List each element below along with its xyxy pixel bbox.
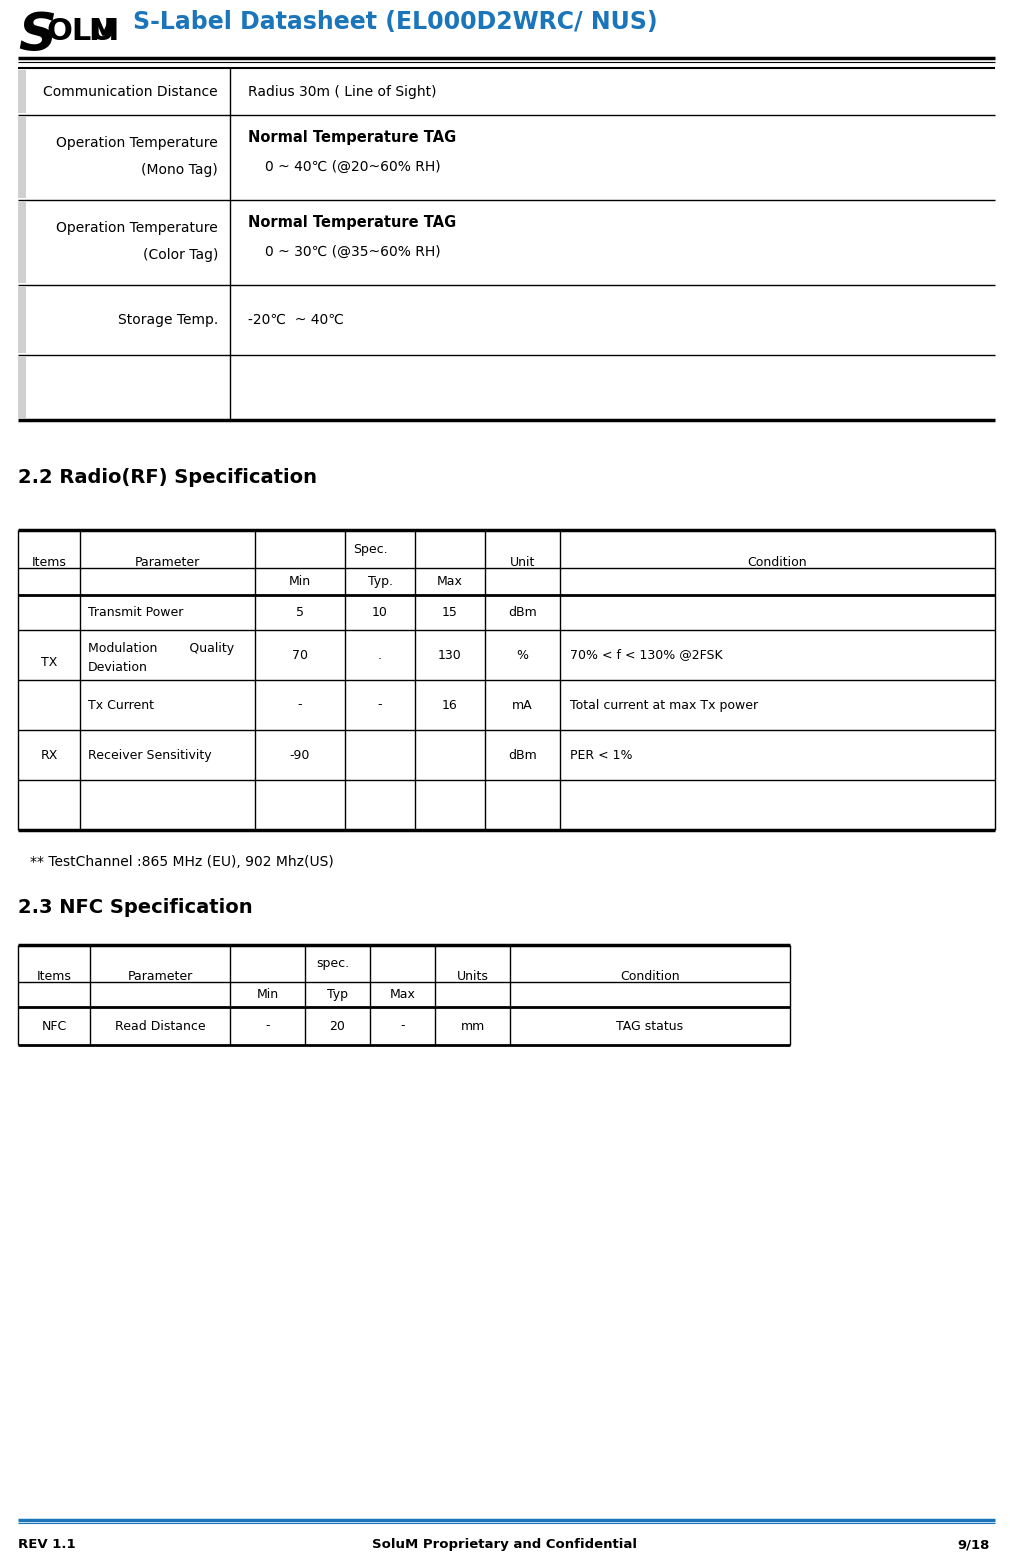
Text: PER < 1%: PER < 1% — [570, 748, 632, 762]
Bar — [18, 117, 26, 198]
Text: 5: 5 — [296, 606, 304, 619]
Text: Typ: Typ — [327, 988, 348, 1000]
Text: 9/18: 9/18 — [957, 1538, 990, 1552]
Text: ** TestChannel :865 MHz (EU), 902 Mhz(US): ** TestChannel :865 MHz (EU), 902 Mhz(US… — [30, 855, 333, 869]
Text: Read Distance: Read Distance — [115, 1019, 205, 1033]
Text: Items: Items — [31, 556, 67, 569]
Text: Storage Temp.: Storage Temp. — [118, 313, 218, 327]
Text: 70% < f < 130% @2FSK: 70% < f < 130% @2FSK — [570, 648, 722, 662]
Bar — [18, 203, 26, 284]
Text: TAG status: TAG status — [616, 1019, 684, 1033]
Text: SoluM Proprietary and Confidential: SoluM Proprietary and Confidential — [372, 1538, 636, 1552]
Text: spec.: spec. — [316, 957, 349, 971]
Text: Max: Max — [437, 575, 463, 587]
Text: %: % — [516, 648, 528, 662]
Text: Condition: Condition — [747, 556, 807, 569]
Text: 130: 130 — [438, 648, 462, 662]
Bar — [18, 357, 26, 418]
Text: 15: 15 — [442, 606, 458, 619]
Text: Operation Temperature: Operation Temperature — [57, 221, 218, 235]
Text: Transmit Power: Transmit Power — [88, 606, 184, 619]
Text: REV 1.1: REV 1.1 — [18, 1538, 76, 1552]
Text: TX: TX — [40, 656, 58, 668]
Text: 10: 10 — [372, 606, 388, 619]
Text: Deviation: Deviation — [88, 661, 147, 673]
Text: 2.2 Radio(RF) Specification: 2.2 Radio(RF) Specification — [18, 467, 317, 488]
Text: Unit: Unit — [510, 556, 535, 569]
Text: -: - — [298, 698, 302, 712]
Text: Condition: Condition — [620, 969, 680, 983]
Text: Parameter: Parameter — [127, 969, 193, 983]
Text: dBm: dBm — [508, 606, 537, 619]
Text: Operation Temperature: Operation Temperature — [57, 136, 218, 150]
Text: Radius 30m ( Line of Sight): Radius 30m ( Line of Sight) — [248, 84, 436, 98]
Text: Normal Temperature TAG: Normal Temperature TAG — [248, 129, 457, 145]
Text: -90: -90 — [290, 748, 310, 762]
Bar — [18, 70, 26, 114]
Text: 16: 16 — [442, 698, 458, 712]
Text: OLU: OLU — [46, 17, 115, 47]
Text: Max: Max — [390, 988, 415, 1000]
Text: RX: RX — [40, 748, 58, 762]
Text: mA: mA — [512, 698, 533, 712]
Text: (Mono Tag): (Mono Tag) — [141, 164, 218, 178]
Text: -: - — [378, 698, 382, 712]
Text: -20℃  ~ 40℃: -20℃ ~ 40℃ — [248, 313, 343, 327]
Bar — [19, 679, 79, 681]
Text: 70: 70 — [292, 648, 308, 662]
Text: 0 ~ 40℃ (@20~60% RH): 0 ~ 40℃ (@20~60% RH) — [265, 160, 440, 174]
Text: -: - — [266, 1019, 270, 1033]
Text: Typ.: Typ. — [368, 575, 393, 587]
Text: Spec.: Spec. — [352, 542, 387, 556]
Text: 2.3 NFC Specification: 2.3 NFC Specification — [18, 897, 253, 918]
Text: 0 ~ 30℃ (@35~60% RH): 0 ~ 30℃ (@35~60% RH) — [265, 245, 440, 259]
Text: Normal Temperature TAG: Normal Temperature TAG — [248, 215, 457, 229]
Text: Min: Min — [257, 988, 279, 1000]
Bar — [19, 629, 79, 631]
Text: mm: mm — [461, 1019, 485, 1033]
Text: Parameter: Parameter — [135, 556, 200, 569]
Text: Receiver Sensitivity: Receiver Sensitivity — [88, 748, 212, 762]
Text: Tx Current: Tx Current — [88, 698, 154, 712]
Text: (Color Tag): (Color Tag) — [142, 248, 218, 262]
Text: 20: 20 — [329, 1019, 345, 1033]
Text: .: . — [378, 648, 382, 662]
Text: Min: Min — [289, 575, 311, 587]
Text: Communication Distance: Communication Distance — [43, 84, 218, 98]
Text: Items: Items — [36, 969, 72, 983]
Text: dBm: dBm — [508, 748, 537, 762]
Text: -: - — [400, 1019, 405, 1033]
Text: Units: Units — [457, 969, 489, 983]
Text: M: M — [88, 17, 118, 47]
Text: NFC: NFC — [41, 1019, 67, 1033]
Text: S: S — [18, 9, 56, 62]
Text: Total current at max Tx power: Total current at max Tx power — [570, 698, 759, 712]
Bar — [18, 287, 26, 354]
Text: Modulation        Quality: Modulation Quality — [88, 642, 234, 654]
Text: S-Label Datasheet (EL000D2WRC/ NUS): S-Label Datasheet (EL000D2WRC/ NUS) — [133, 9, 658, 34]
